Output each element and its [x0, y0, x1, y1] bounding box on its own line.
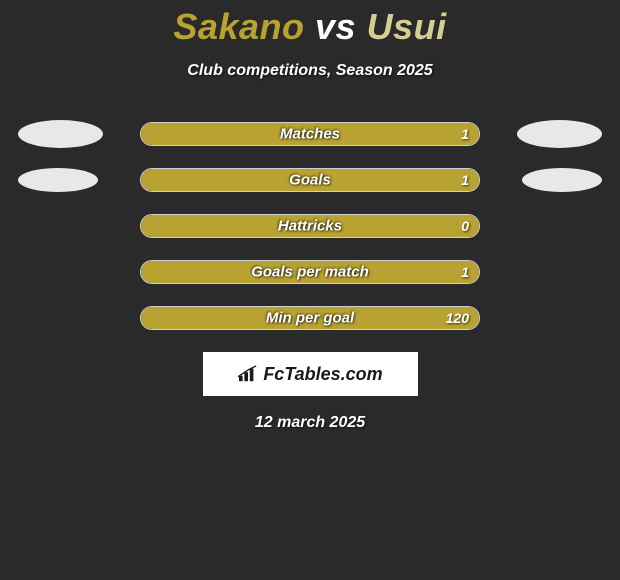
date-text: 12 march 2025: [0, 414, 620, 432]
stat-rows: Matches1Goals1Hattricks0Goals per match1…: [0, 122, 620, 330]
vs-text: vs: [315, 6, 356, 47]
stat-row: Hattricks0: [0, 214, 620, 238]
stat-value: 0: [461, 218, 469, 234]
stat-label: Hattricks: [141, 218, 479, 235]
oval-right: [517, 120, 602, 148]
comparison-title: Sakano vs Usui: [0, 0, 620, 48]
stat-row: Min per goal120: [0, 306, 620, 330]
chart-icon: [237, 365, 259, 383]
stat-label: Min per goal: [141, 310, 479, 327]
stat-value: 1: [461, 264, 469, 280]
stat-row: Matches1: [0, 122, 620, 146]
player1-name: Sakano: [173, 6, 304, 47]
stat-label: Goals per match: [141, 264, 479, 281]
oval-left: [18, 120, 103, 148]
stat-label: Matches: [141, 126, 479, 143]
oval-right: [522, 168, 602, 192]
player2-name: Usui: [367, 6, 447, 47]
stat-row: Goals1: [0, 168, 620, 192]
stat-bar: Hattricks0: [140, 214, 480, 238]
stat-value: 120: [446, 310, 469, 326]
stat-bar: Min per goal120: [140, 306, 480, 330]
oval-left: [18, 168, 98, 192]
logo-text: FcTables.com: [263, 364, 382, 385]
stat-value: 1: [461, 172, 469, 188]
logo-box: FcTables.com: [203, 352, 418, 396]
stat-bar: Matches1: [140, 122, 480, 146]
stat-bar: Goals per match1: [140, 260, 480, 284]
stat-row: Goals per match1: [0, 260, 620, 284]
stat-label: Goals: [141, 172, 479, 189]
stat-bar: Goals1: [140, 168, 480, 192]
subtitle: Club competitions, Season 2025: [0, 62, 620, 80]
stat-value: 1: [461, 126, 469, 142]
